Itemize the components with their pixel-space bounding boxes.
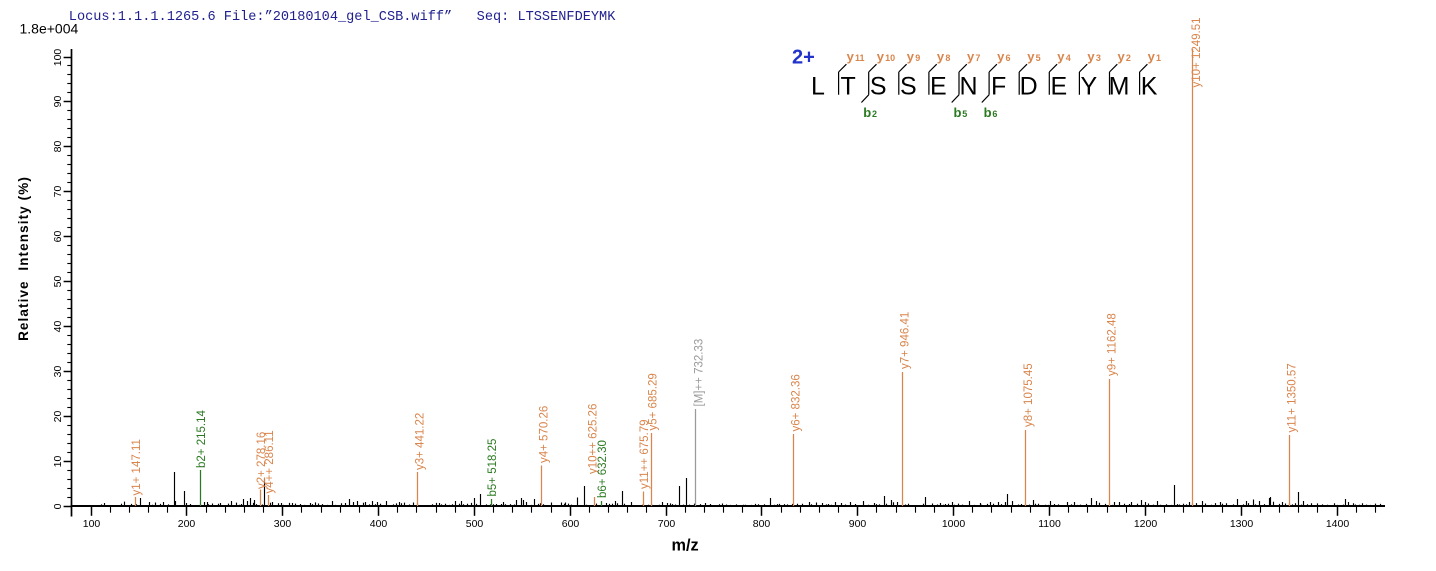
svg-text:y2+ 278.16: y2+ 278.16 [256, 432, 268, 489]
svg-text:E: E [1050, 73, 1067, 101]
svg-text:y5: y5 [1027, 49, 1040, 64]
svg-text:Locus:1.1.1.1265.6 File:”20180: Locus:1.1.1.1265.6 File:”20180104_gel_CS… [69, 10, 616, 25]
svg-text:90: 90 [52, 96, 64, 108]
svg-text:Y: Y [1081, 73, 1098, 101]
svg-text:y4+ 570.26: y4+ 570.26 [539, 406, 551, 463]
svg-text:1000: 1000 [942, 518, 966, 530]
svg-text:50: 50 [52, 276, 64, 288]
svg-text:400: 400 [370, 518, 388, 530]
svg-text:y9+ 1162.48: y9+ 1162.48 [1107, 313, 1119, 376]
svg-text:0: 0 [52, 503, 64, 509]
svg-text:D: D [1020, 73, 1038, 101]
svg-text:2+: 2+ [792, 47, 815, 69]
svg-text:y10++ 625.26: y10++ 625.26 [588, 404, 600, 474]
svg-text:y10: y10 [877, 49, 895, 64]
svg-text:800: 800 [753, 518, 771, 530]
svg-text:60: 60 [52, 231, 64, 243]
svg-text:S: S [870, 73, 887, 101]
svg-text:b6: b6 [984, 105, 998, 120]
svg-text:F: F [991, 73, 1006, 101]
svg-text:500: 500 [466, 518, 484, 530]
svg-text:L: L [811, 73, 825, 101]
svg-text:30: 30 [52, 366, 64, 378]
svg-text:1400: 1400 [1326, 518, 1350, 530]
svg-text:y5+ 685.29: y5+ 685.29 [648, 373, 660, 430]
svg-text:y1: y1 [1148, 49, 1161, 64]
svg-text:y4: y4 [1057, 49, 1070, 64]
svg-text:40: 40 [52, 321, 64, 333]
svg-text:1.8e+004: 1.8e+004 [20, 20, 79, 36]
svg-text:y7+ 946.41: y7+ 946.41 [900, 312, 912, 369]
svg-text:700: 700 [658, 518, 676, 530]
svg-text:N: N [959, 73, 977, 101]
svg-text:b5: b5 [954, 105, 968, 120]
svg-text:y10+ 1249.51: y10+ 1249.51 [1191, 17, 1203, 87]
svg-text:y11+ 1350.57: y11+ 1350.57 [1287, 363, 1299, 432]
svg-text:[M]++ 732.33: [M]++ 732.33 [694, 339, 706, 407]
svg-text:y4++ 286.11: y4++ 286.11 [264, 430, 276, 493]
svg-text:300: 300 [274, 518, 292, 530]
svg-text:E: E [930, 73, 947, 101]
svg-text:1200: 1200 [1134, 518, 1158, 530]
svg-text:y1+ 147.11: y1+ 147.11 [131, 439, 143, 495]
svg-text:Relative Intensity (%): Relative Intensity (%) [16, 176, 31, 341]
svg-text:b6+ 632.30: b6+ 632.30 [597, 440, 609, 498]
svg-text:y2: y2 [1118, 49, 1131, 64]
svg-text:600: 600 [562, 518, 580, 530]
svg-text:y8: y8 [937, 49, 950, 64]
svg-text:1100: 1100 [1038, 518, 1061, 530]
svg-text:b2+ 215.14: b2+ 215.14 [196, 410, 208, 468]
svg-text:200: 200 [178, 518, 196, 530]
svg-text:y3: y3 [1087, 49, 1100, 64]
svg-text:y3+ 441.22: y3+ 441.22 [415, 413, 427, 470]
svg-text:y6+ 832.36: y6+ 832.36 [791, 374, 803, 431]
svg-text:1300: 1300 [1230, 518, 1254, 530]
svg-text:S: S [900, 73, 917, 101]
svg-text:y11++ 675.79: y11++ 675.79 [639, 420, 651, 490]
svg-text:80: 80 [52, 141, 64, 153]
svg-text:y7: y7 [967, 49, 980, 64]
svg-text:20: 20 [52, 411, 64, 423]
svg-text:T: T [840, 73, 855, 101]
svg-text:y6: y6 [997, 49, 1010, 64]
svg-text:y9: y9 [907, 49, 920, 64]
svg-text:900: 900 [849, 518, 867, 530]
svg-text:y11: y11 [847, 49, 865, 64]
svg-text:y8+ 1075.45: y8+ 1075.45 [1023, 363, 1035, 427]
svg-text:100: 100 [52, 49, 64, 67]
svg-text:70: 70 [52, 186, 64, 198]
svg-text:M: M [1109, 73, 1130, 101]
svg-text:b5+ 518.25: b5+ 518.25 [487, 439, 499, 497]
svg-text:100: 100 [83, 518, 101, 530]
svg-text:m/z: m/z [672, 537, 699, 555]
svg-text:b2: b2 [863, 105, 877, 120]
svg-text:K: K [1141, 73, 1158, 101]
svg-text:10: 10 [52, 456, 64, 468]
